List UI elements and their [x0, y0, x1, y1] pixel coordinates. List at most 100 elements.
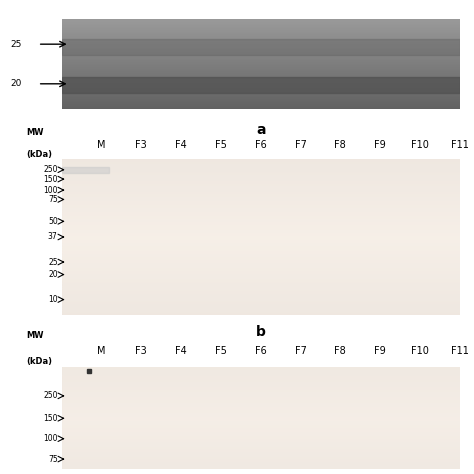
Bar — [62, 270, 460, 272]
Bar — [62, 257, 460, 259]
Bar — [62, 76, 460, 77]
Bar — [62, 289, 460, 290]
Bar — [62, 434, 460, 435]
Bar — [62, 413, 460, 414]
Bar — [62, 464, 460, 465]
Bar — [62, 61, 460, 62]
Bar — [62, 454, 460, 455]
Text: 75: 75 — [48, 455, 58, 464]
Bar — [62, 30, 460, 31]
Bar — [62, 184, 460, 185]
Bar — [62, 57, 460, 58]
Bar — [62, 228, 460, 229]
Bar — [62, 285, 460, 287]
Bar — [62, 246, 460, 248]
Text: (kDa): (kDa) — [26, 357, 52, 366]
Bar — [62, 421, 460, 422]
Bar — [62, 409, 460, 410]
Bar — [62, 283, 460, 284]
Bar — [62, 87, 460, 88]
Bar — [62, 298, 460, 300]
Bar — [62, 34, 460, 35]
Bar — [62, 248, 460, 249]
Text: F7: F7 — [294, 346, 307, 356]
Bar — [62, 54, 460, 55]
Bar — [62, 452, 460, 453]
Bar — [62, 431, 460, 433]
Bar — [62, 179, 460, 181]
Bar — [62, 445, 460, 446]
Bar — [62, 446, 460, 447]
Bar — [62, 272, 460, 273]
Bar — [62, 101, 460, 102]
Bar — [62, 60, 460, 61]
Bar — [62, 380, 460, 381]
Bar — [62, 265, 460, 267]
Bar — [62, 372, 460, 373]
Bar — [62, 82, 460, 83]
Bar — [62, 39, 460, 55]
Bar — [62, 225, 460, 226]
Bar — [62, 422, 460, 423]
Bar — [62, 193, 460, 195]
Bar — [62, 70, 460, 71]
Bar — [62, 217, 460, 218]
Bar — [62, 23, 460, 24]
Text: 37: 37 — [48, 233, 58, 241]
Bar — [62, 95, 460, 96]
Bar — [62, 374, 460, 375]
Bar — [62, 400, 460, 401]
Bar — [62, 159, 460, 160]
Bar — [62, 414, 460, 415]
Text: 100: 100 — [43, 186, 58, 194]
Bar — [62, 176, 460, 178]
Bar — [62, 428, 460, 429]
Bar — [62, 167, 109, 173]
Bar — [62, 389, 460, 390]
Bar — [62, 410, 460, 411]
Text: F7: F7 — [294, 139, 307, 150]
Bar — [62, 411, 460, 412]
Bar — [62, 436, 460, 437]
Bar — [62, 77, 460, 78]
Bar — [62, 48, 460, 49]
Bar — [62, 238, 460, 240]
Bar — [62, 187, 460, 189]
Bar — [62, 213, 460, 215]
Text: 250: 250 — [43, 165, 58, 174]
Bar — [62, 261, 460, 262]
Bar — [62, 51, 460, 52]
Bar — [62, 383, 460, 385]
Bar — [62, 37, 460, 38]
Bar — [62, 73, 460, 74]
Bar — [62, 81, 460, 82]
Text: 20: 20 — [48, 270, 58, 279]
Bar — [62, 370, 460, 372]
Bar — [62, 382, 460, 383]
Text: F8: F8 — [335, 139, 346, 150]
Bar — [62, 429, 460, 430]
Bar — [62, 287, 460, 289]
Bar — [62, 44, 460, 45]
Bar — [62, 290, 460, 292]
Bar — [62, 465, 460, 466]
Bar — [62, 103, 460, 104]
Bar — [62, 65, 460, 66]
Bar — [62, 373, 460, 374]
Bar — [62, 264, 460, 265]
Bar — [62, 457, 460, 458]
Bar — [62, 89, 460, 90]
Bar — [62, 397, 460, 398]
Bar — [62, 108, 460, 109]
Bar — [62, 102, 460, 103]
Bar — [62, 39, 460, 40]
Bar — [62, 453, 460, 454]
Text: F8: F8 — [335, 346, 346, 356]
Text: F3: F3 — [136, 346, 147, 356]
Bar — [62, 448, 460, 449]
Text: F9: F9 — [374, 139, 386, 150]
Bar — [62, 417, 460, 418]
Bar — [62, 50, 460, 51]
Bar — [62, 306, 460, 307]
Bar — [62, 281, 460, 283]
